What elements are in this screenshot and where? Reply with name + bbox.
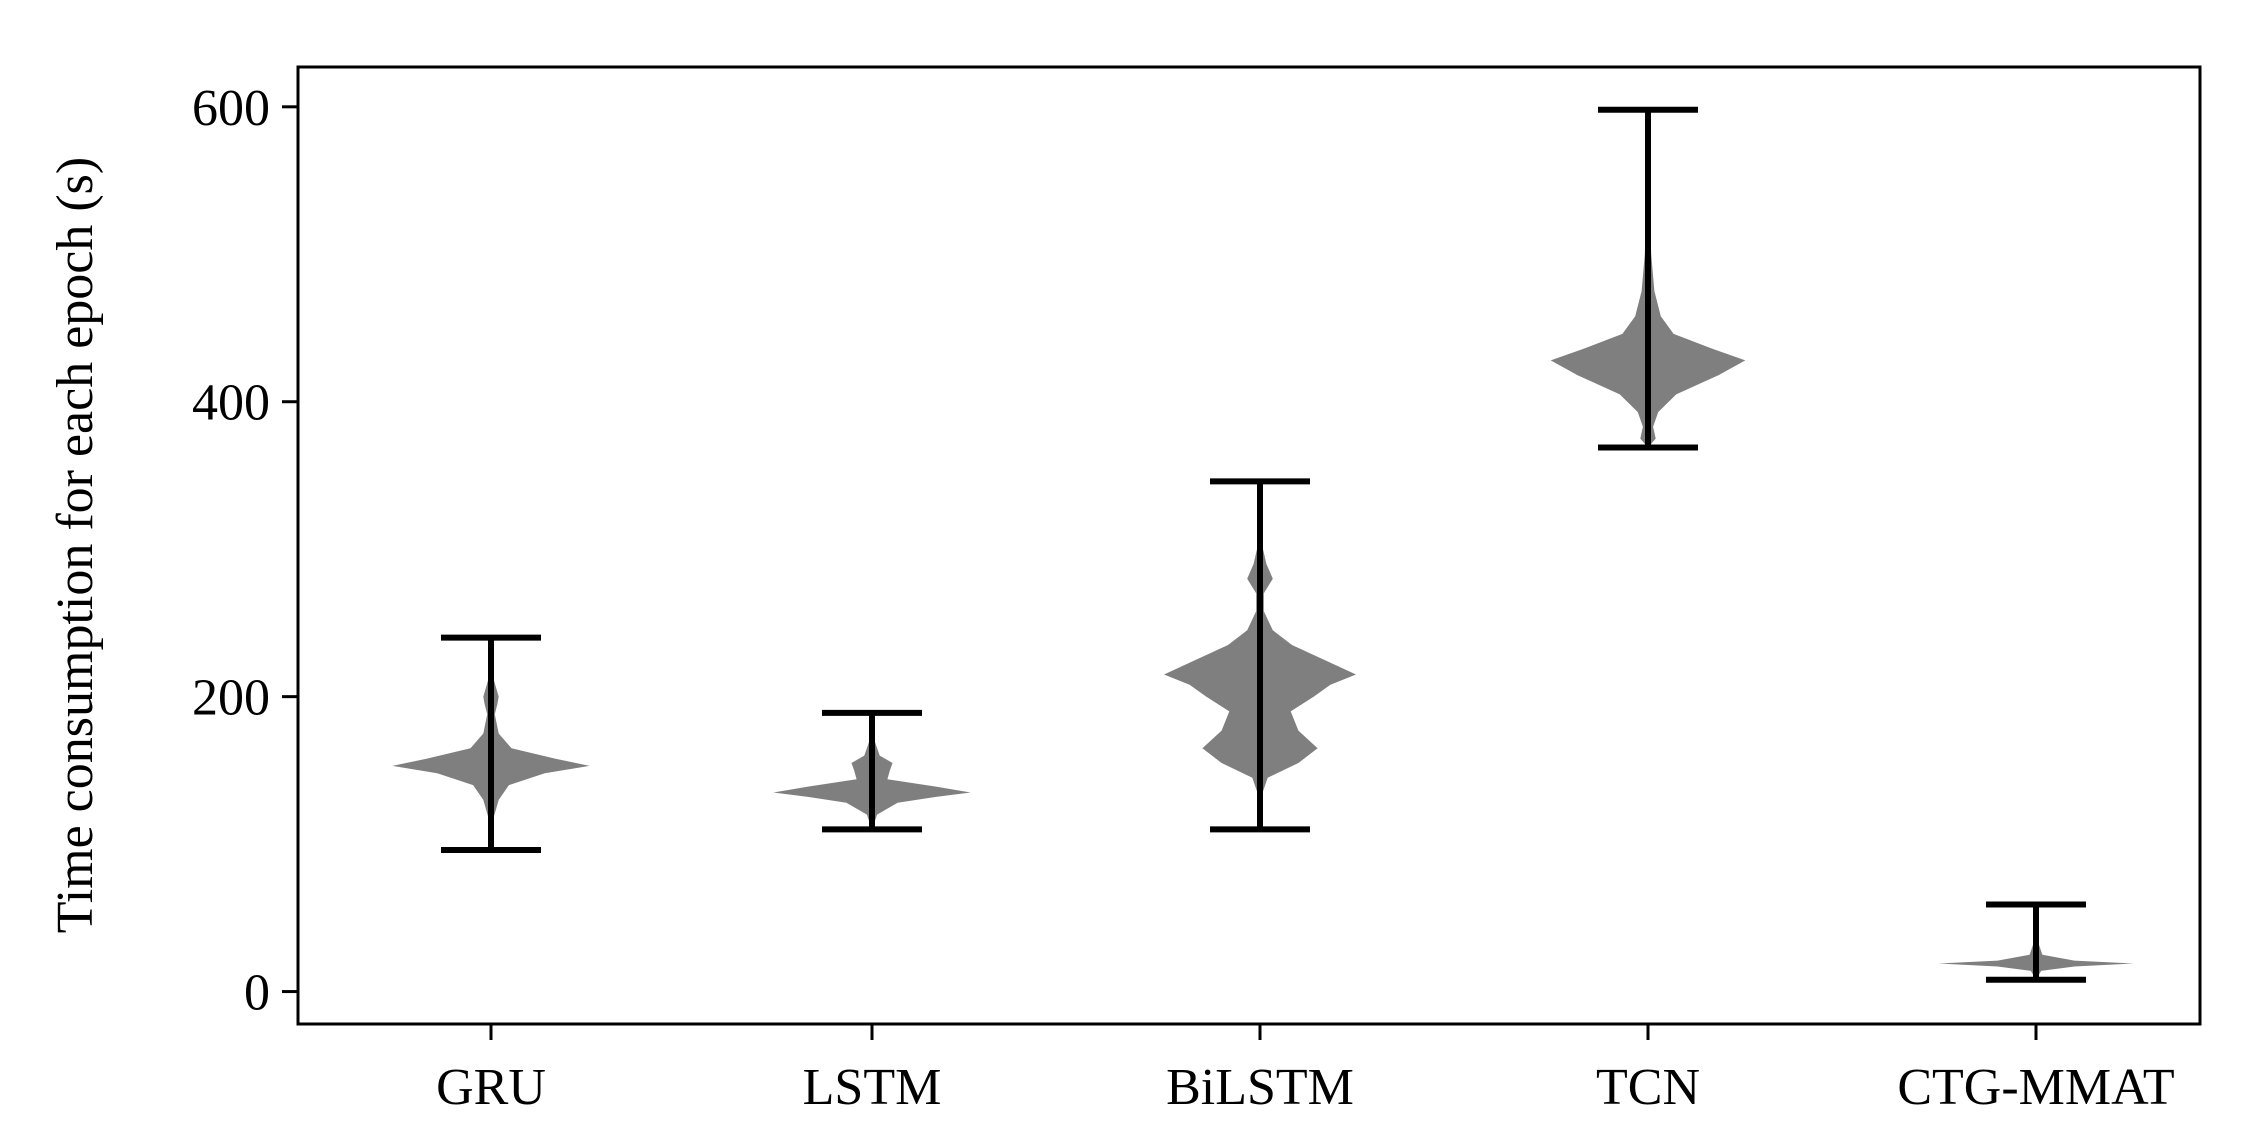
y-tick-label-0: 0 xyxy=(244,965,270,1022)
y-tick-label-400: 400 xyxy=(192,375,270,432)
x-tick-label-gru: GRU xyxy=(436,1059,546,1116)
violin-whiskers xyxy=(441,106,2086,983)
y-tick-label-600: 600 xyxy=(192,80,270,137)
y-tick-label-200: 200 xyxy=(192,670,270,727)
x-tick-label-lstm: LSTM xyxy=(803,1059,942,1116)
y-axis-label: Time consumption for each epoch (s) xyxy=(47,157,104,933)
x-tick-label-ctg-mmat: CTG-MMAT xyxy=(1897,1059,2174,1116)
plot-area-frame xyxy=(296,65,2202,1026)
x-tick-label-bilstm: BiLSTM xyxy=(1166,1059,1354,1116)
x-tick-label-tcn: TCN xyxy=(1596,1059,1700,1116)
y-axis: 0 200 400 600 xyxy=(192,80,298,1022)
x-axis: GRU LSTM BiLSTM TCN CTG-MMAT xyxy=(436,1024,2175,1116)
